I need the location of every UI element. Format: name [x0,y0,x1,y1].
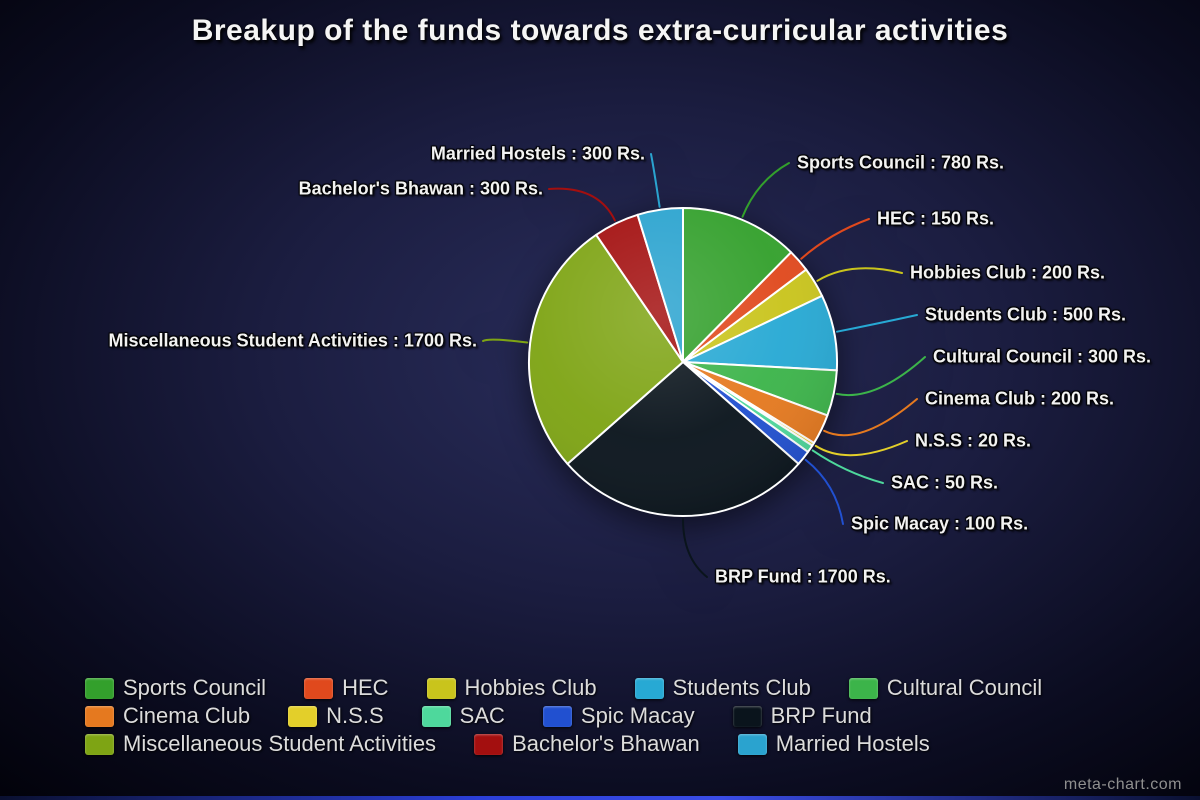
legend-swatch-miscellaneous-student-activities [85,733,114,755]
legend-row-2: Cinema Club N.S.S SAC Spic Macay BRP Fund [85,702,1080,730]
legend-item-cinema-club: Cinema Club [85,703,250,729]
leader-line-sports-council [741,162,790,218]
legend-label-students-club: Students Club [672,675,811,700]
leader-line-hobbies-club [816,267,903,282]
legend-swatch-hobbies-club [426,677,456,699]
pie-slices-group [527,206,839,518]
legend-swatch-brp-fund [732,705,762,727]
leader-line-n-s-s [814,440,908,457]
legend-swatch-cultural-council [848,677,878,699]
legend-label-sac: SAC [459,703,505,728]
legend-swatch-hec [304,677,334,699]
watermark: meta-chart.com [1063,776,1182,793]
legend-label-cinema-club: Cinema Club [123,703,251,728]
legend-label-sports-council: Sports Council [123,675,267,700]
leader-lines-group [482,153,926,578]
legend-label-hobbies-club: Hobbies Club [464,675,597,700]
legend-label-spic-macay: Spic Macay [580,703,695,728]
legend-item-sac: SAC [421,703,505,729]
leader-line-cultural-council [835,356,926,397]
leader-line-hec [800,218,870,260]
legend-label-hec: HEC [342,675,389,700]
legend-item-cultural-council: Cultural Council [848,675,1043,701]
legend-swatch-students-club [634,677,664,699]
legend-item-hec: HEC [304,675,389,701]
leader-line-cinema-club [823,398,918,437]
legend-item-hobbies-club: Hobbies Club [426,675,597,701]
legend-swatch-cinema-club [85,705,114,727]
legend-row-3: Miscellaneous Student Activities Bachelor… [85,730,1080,758]
legend-swatch-spic-macay [542,705,572,727]
legend-swatch-sac [421,705,451,727]
legend-item-n-s-s: N.S.S [288,703,384,729]
legend-swatch-married-hostels [737,733,767,755]
legend-swatch-bachelor-s-bhawan [474,733,504,755]
legend-row-1: Sports Council HEC Hobbies Club Students Cl… [85,674,1080,702]
legend-label-miscellaneous-student-activities: Miscellaneous Student Activities [123,731,437,756]
leader-line-bachelor-s-bhawan [548,187,616,222]
leader-line-spic-macay [804,458,844,525]
legend-item-miscellaneous-student-activities: Miscellaneous Student Activities [85,731,436,757]
legend-item-bachelor-s-bhawan: Bachelor's Bhawan [474,731,700,757]
bottom-accent-strip [0,796,1200,800]
legend-label-bachelor-s-bhawan: Bachelor's Bhawan [512,731,700,756]
pie-gloss-overlay [530,209,836,515]
chart-title: Breakup of the funds towards extra-curri… [191,14,1009,47]
legend-label-n-s-s: N.S.S [326,703,384,728]
leader-line-married-hostels [650,153,661,208]
legend-label-brp-fund: BRP Fund [770,703,872,728]
legend: Sports Council HEC Hobbies Club Students Cl… [85,674,1080,758]
legend-item-married-hostels: Married Hostels [737,731,930,757]
legend-swatch-sports-council [85,677,114,699]
legend-swatch-n-s-s [288,705,318,727]
legend-item-students-club: Students Club [634,675,811,701]
legend-label-married-hostels: Married Hostels [775,731,930,756]
legend-item-sports-council: Sports Council [85,675,266,701]
leader-line-miscellaneous-student-activities [482,338,529,344]
legend-item-spic-macay: Spic Macay [542,703,695,729]
leader-line-brp-fund [682,518,708,578]
legend-item-brp-fund: BRP Fund [732,703,872,729]
leader-line-students-club [836,314,918,333]
legend-label-cultural-council: Cultural Council [886,675,1043,700]
leader-line-sac [811,449,884,484]
